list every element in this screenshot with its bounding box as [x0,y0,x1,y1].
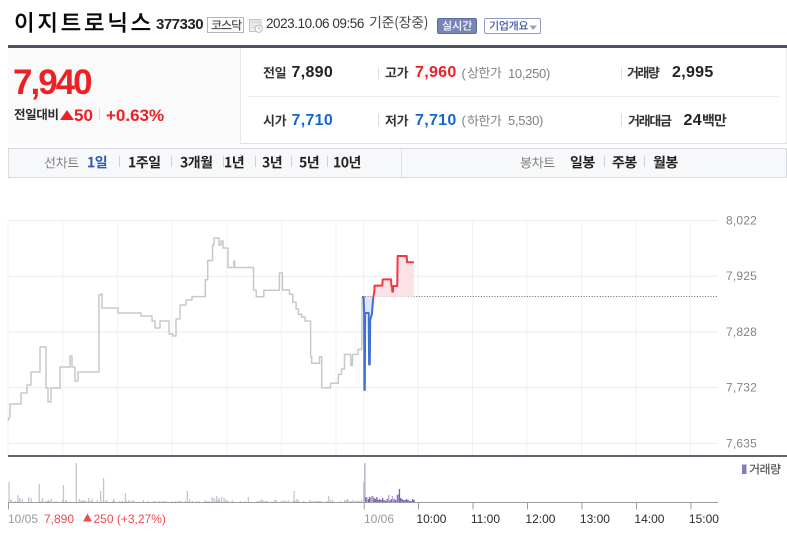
svg-text:250 (+3,27%): 250 (+3,27%) [94,512,166,526]
svg-text:7,635: 7,635 [726,436,757,450]
svg-text:10/05: 10/05 [8,512,38,526]
svg-text:7,925: 7,925 [726,269,757,283]
svg-text:10/06: 10/06 [364,512,394,526]
svg-text:7,890: 7,890 [44,512,74,526]
svg-text:11:00: 11:00 [471,512,500,526]
svg-text:7,732: 7,732 [726,381,757,395]
svg-text:14:00: 14:00 [634,512,664,526]
svg-text:12:00: 12:00 [525,512,555,526]
svg-text:7,828: 7,828 [726,325,757,339]
svg-text:8,022: 8,022 [726,214,757,228]
svg-text:13:00: 13:00 [580,512,610,526]
svg-text:15:00: 15:00 [689,512,719,526]
svg-text:10:00: 10:00 [416,512,446,526]
